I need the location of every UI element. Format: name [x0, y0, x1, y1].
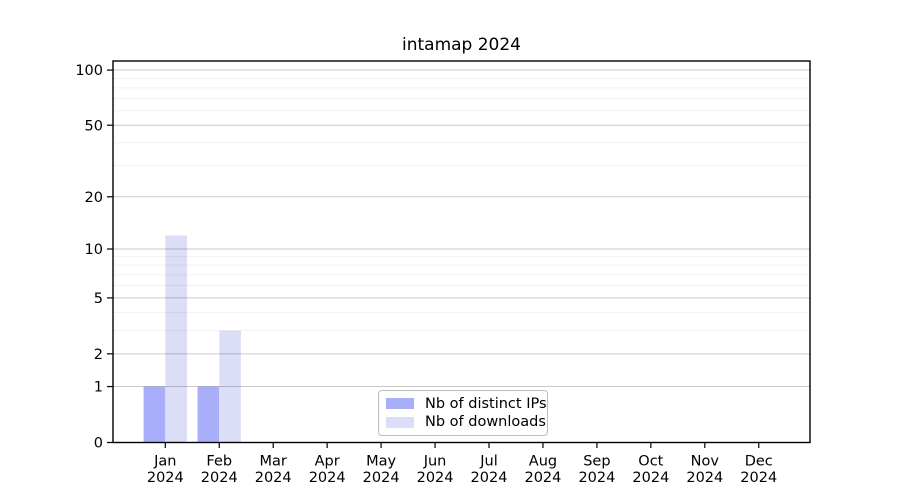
x-tick-label-year: 2024	[417, 470, 454, 486]
y-tick-label: 0	[94, 436, 103, 452]
major-gridlines	[113, 69, 810, 388]
bar-series-0	[143, 386, 220, 443]
x-tick-label-month: Jun	[423, 454, 447, 470]
legend-entry-distinct-ips: Nb of distinct IPs	[386, 396, 547, 412]
x-tick-label-month: Nov	[691, 454, 720, 470]
x-tick-label-month: Feb	[206, 454, 232, 470]
bar-jan-1	[165, 235, 187, 443]
x-tick-label-year: 2024	[255, 470, 292, 486]
bar-jan-0	[143, 386, 166, 443]
x-tick-label-month: Jan	[153, 454, 176, 470]
legend-label-downloads: Nb of downloads	[425, 414, 546, 431]
x-tick-label-year: 2024	[578, 470, 615, 486]
legend-entry-downloads: Nb of downloads	[386, 414, 546, 430]
y-axis: 0 1 2 5 10 20 50 100	[75, 63, 113, 452]
legend: Nb of distinct IPs Nb of downloads	[378, 390, 548, 436]
x-tick-label-year: 2024	[632, 470, 669, 486]
y-tick-label: 10	[85, 242, 103, 258]
x-tick-label-month: May	[366, 454, 396, 470]
x-tick-label-year: 2024	[686, 470, 723, 486]
x-axis: Jan2024Feb2024Mar2024Apr2024May2024Jun20…	[147, 442, 777, 486]
x-tick-label-month: Jul	[479, 454, 498, 470]
bar-feb-0	[197, 386, 220, 443]
minor-gridlines	[113, 77, 810, 332]
y-tick-label: 5	[94, 291, 103, 307]
chart-title: intamap 2024	[401, 35, 522, 55]
legend-swatch-distinct-ips-icon	[386, 398, 414, 410]
plot-frame	[112, 60, 811, 444]
bar-series-1	[165, 235, 241, 443]
bar-feb-1	[219, 330, 241, 443]
bar-series-group	[143, 235, 241, 443]
x-tick-label-year: 2024	[147, 470, 184, 486]
x-tick-label-year: 2024	[740, 470, 777, 486]
y-tick-label: 100	[75, 63, 103, 79]
x-tick-label-month: Oct	[638, 454, 663, 470]
x-tick-label-month: Aug	[529, 454, 557, 470]
x-tick-label-month: Mar	[260, 454, 287, 470]
x-tick-label-year: 2024	[201, 470, 238, 486]
x-tick-label-year: 2024	[363, 470, 400, 486]
x-tick-label-month: Sep	[583, 454, 610, 470]
legend-swatch-downloads-icon	[386, 416, 414, 428]
legend-label-distinct-ips: Nb of distinct IPs	[425, 395, 547, 412]
x-tick-label-year: 2024	[309, 470, 346, 486]
y-tick-label: 1	[94, 380, 103, 396]
y-tick-label: 20	[85, 190, 103, 206]
x-tick-label-year: 2024	[524, 470, 561, 486]
x-tick-label-year: 2024	[471, 470, 508, 486]
y-tick-label: 50	[85, 118, 103, 134]
x-tick-label-month: Apr	[315, 454, 340, 470]
y-tick-label: 2	[94, 347, 103, 363]
x-tick-label-month: Dec	[745, 454, 773, 470]
